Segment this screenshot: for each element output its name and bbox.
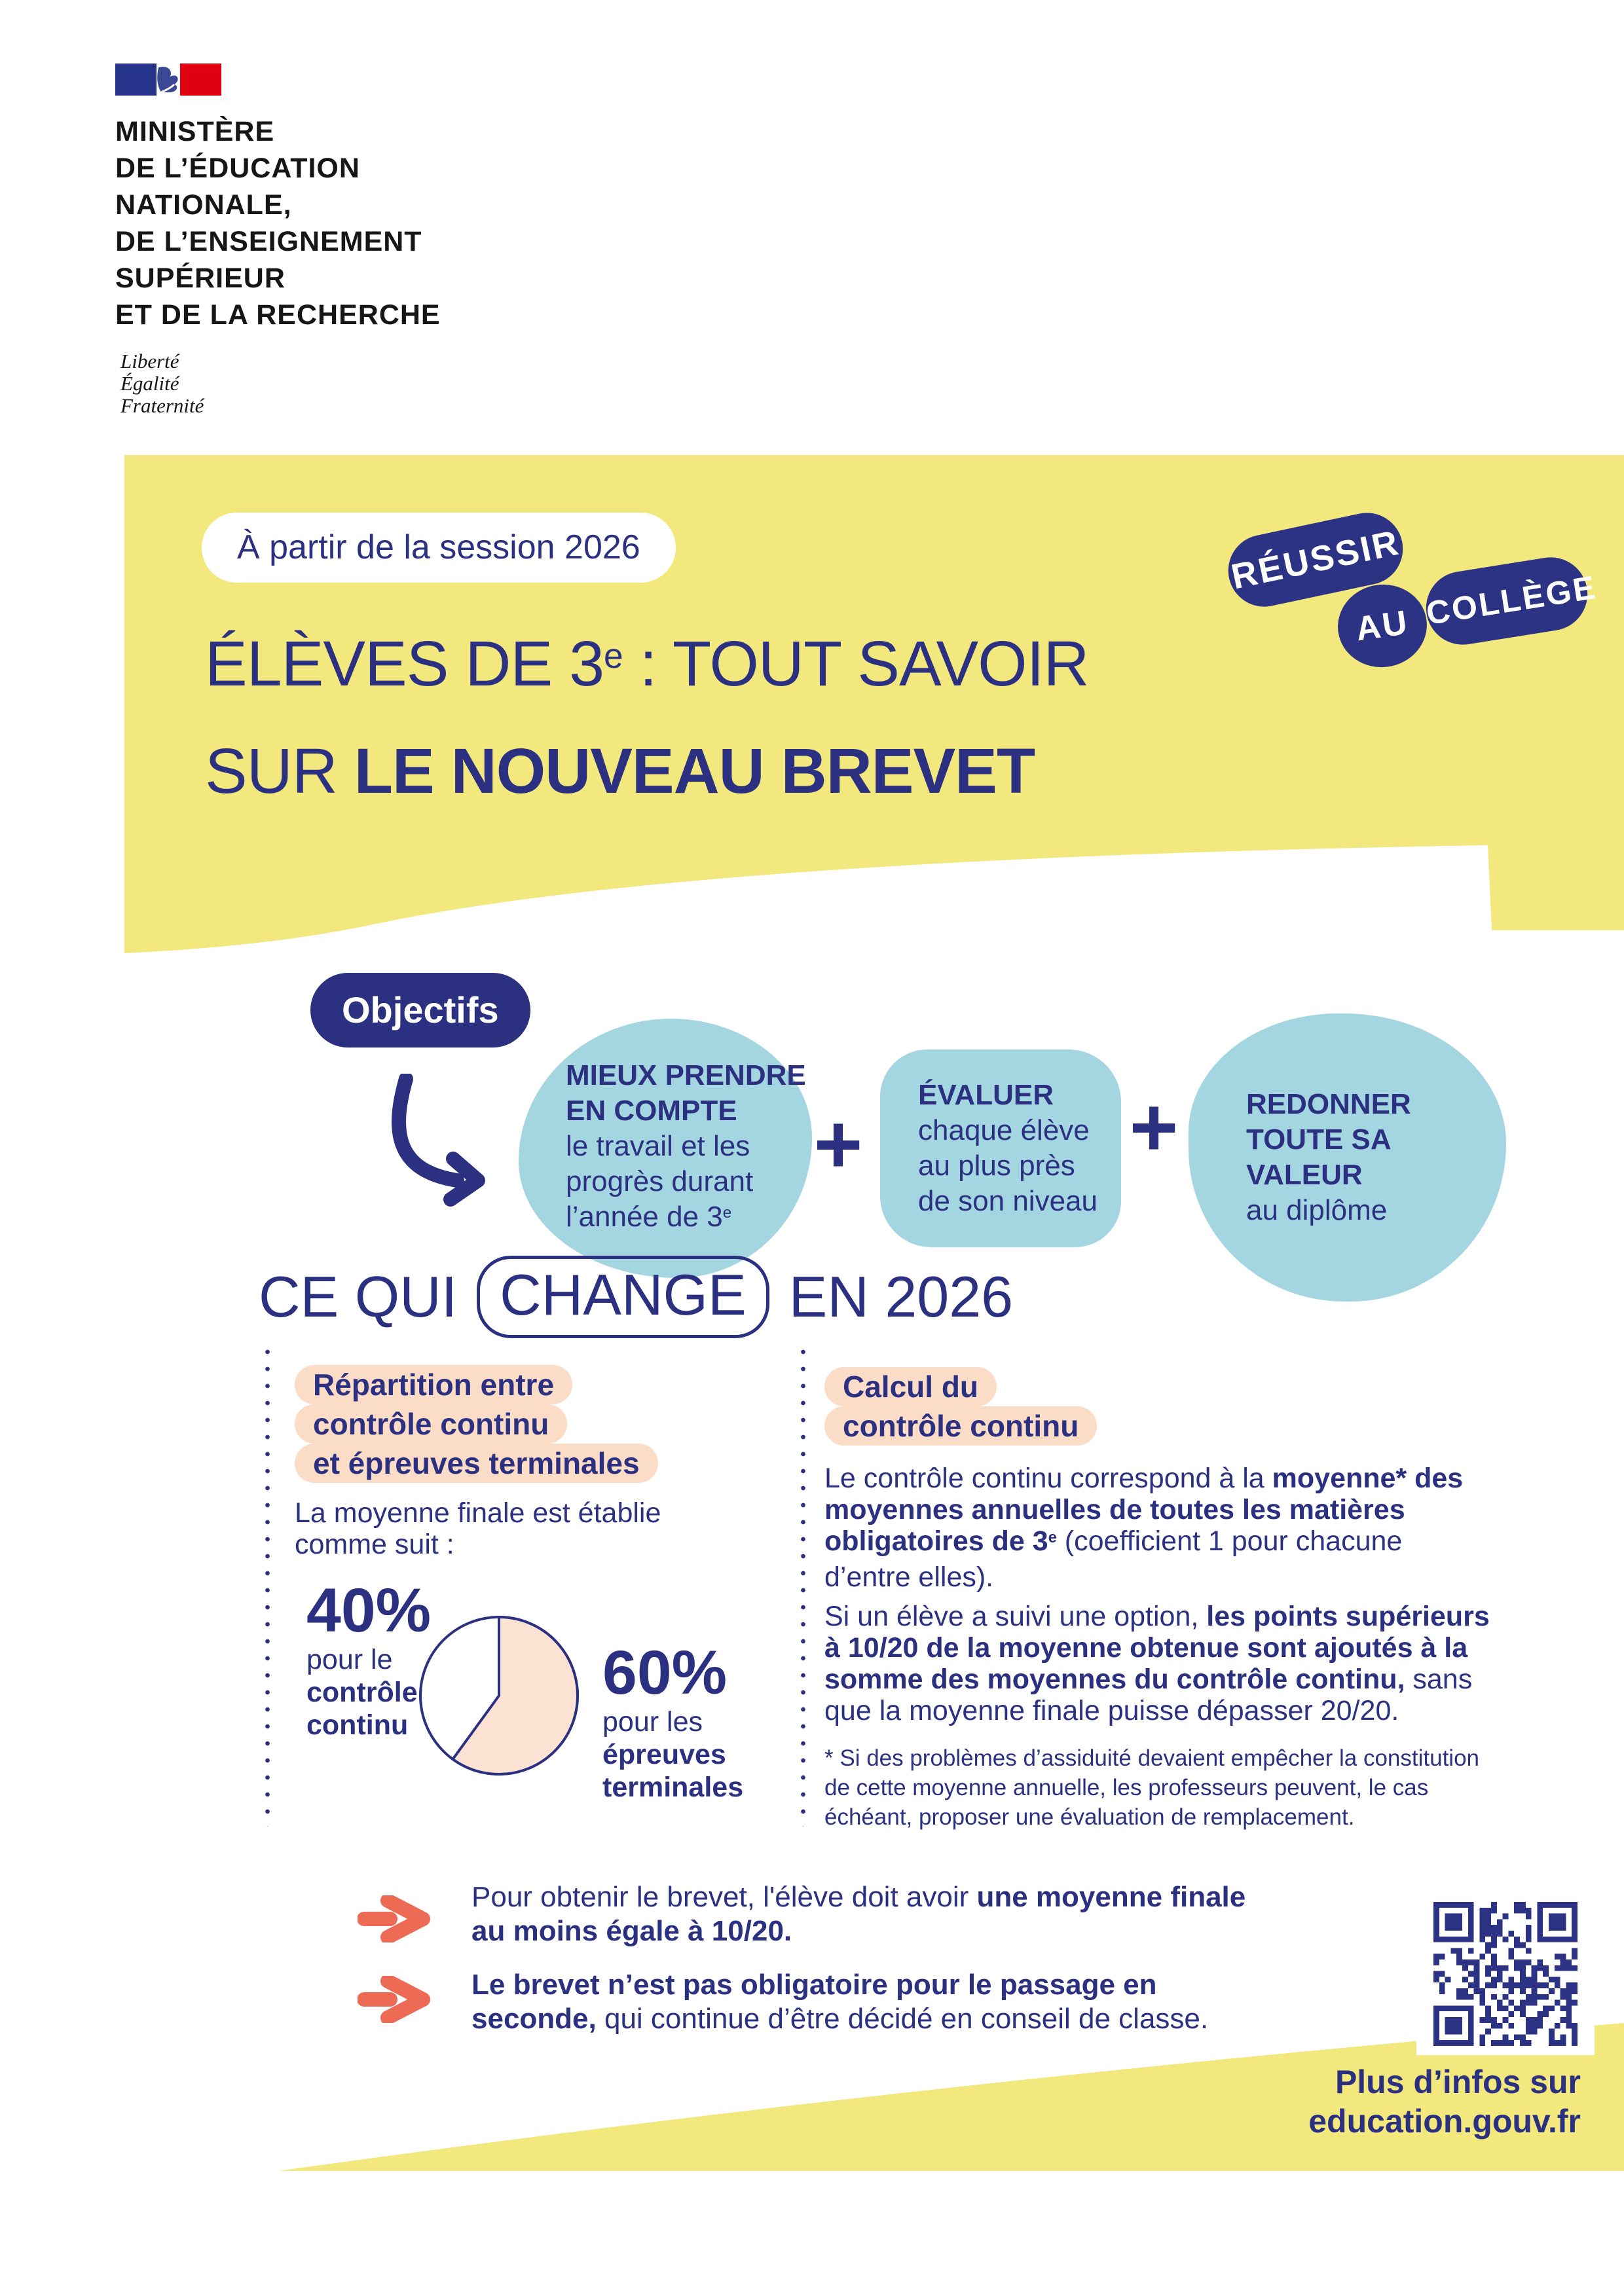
heading-post: EN 2026 [788,1264,1014,1329]
french-flag-logo [115,64,221,96]
page-title-line2: SUR LE NOUVEAU BREVET [205,735,1035,807]
calcul-paragraph-2: Si un élève a suivi une option, les poin… [824,1601,1490,1726]
plus-icon: + [813,1097,863,1192]
curved-arrow-icon [392,1074,485,1207]
column-calcul: Calcul du contrôle continu Le contrôle co… [824,1362,1492,1832]
bottom-band-shape [278,2023,1624,2171]
objective-blob-1: MIEUX PRENDRE EN COMPTE le travail et les p… [519,1019,812,1278]
section-heading-change: CE QUI CHANGE EN 2026 [259,1256,1013,1338]
footer-item-2: Le brevet n’est pas obligatoire pour le … [471,1969,1209,2035]
dotted-divider [265,1349,270,1827]
more-info: Plus d’infos sur education.gouv.fr [1308,2062,1581,2141]
repartition-heading: Répartition entre contrôle continu et épre… [295,1365,766,1483]
calcul-paragraph-1: Le contrôle continu correspond à la moye… [824,1463,1464,1593]
objectives-label: Objectifs [310,973,530,1048]
pie-label-40: 40% pour le contrôle continu [306,1576,432,1741]
arrow-right-icon [358,1895,430,1942]
more-info-text: Plus d’infos sur [1335,2064,1581,2100]
pie-value-60: 60% [602,1638,728,1707]
page-title-line1: ÉLÈVES DE 3e : TOUT SAVOIR [205,628,1090,699]
pie-slice-60 [451,1616,579,1776]
ministry-motto: Liberté Égalité Fraternité [120,350,204,417]
pie-chart [419,1616,579,1776]
page-title: ÉLÈVES DE 3e : TOUT SAVOIR SUR LE NOUVEA… [205,615,1090,820]
pie-label-60: 60% pour les épreuves terminales [602,1638,744,1803]
ministry-name: MINISTÈRE DE L’ÉDUCATION NATIONALE, DE L’EN… [115,116,441,331]
heading-pre: CE QUI [259,1264,458,1329]
more-info-url[interactable]: education.gouv.fr [1308,2103,1581,2140]
dotted-divider [801,1349,805,1827]
ministry-block: MINISTÈRE DE L’ÉDUCATION NATIONALE, DE L’EN… [115,64,441,417]
column-repartition: Répartition entre contrôle continu et épre… [295,1362,766,1803]
session-pill: À partir de la session 2026 [202,513,676,583]
heading-boxed-change: CHANGE [477,1256,769,1338]
calcul-footnote: * Si des problèmes d’assiduité devaient … [824,1745,1480,1830]
pie-value-40: 40% [306,1576,432,1645]
objective-blob-2: ÉVALUER chaque élève au plus près de son ni… [880,1049,1121,1247]
plus-icon: + [1129,1080,1179,1175]
qr-code-frame [1416,1894,1595,2055]
objective-blob-3: REDONNER TOUTE SA VALEUR au diplôme [1189,1013,1506,1302]
pie-chart-group: 40% pour le contrôle continu 60% pour les é… [295,1578,766,1859]
arrow-right-icon [358,1976,430,2023]
calcul-heading: Calcul du contrôle continu [824,1367,1492,1446]
repartition-intro: La moyenne finale est établie comme suit… [295,1497,661,1560]
footer-item-1: Pour obtenir le brevet, l'élève doit avo… [471,1881,1246,1947]
qr-code[interactable] [1433,1902,1578,2046]
